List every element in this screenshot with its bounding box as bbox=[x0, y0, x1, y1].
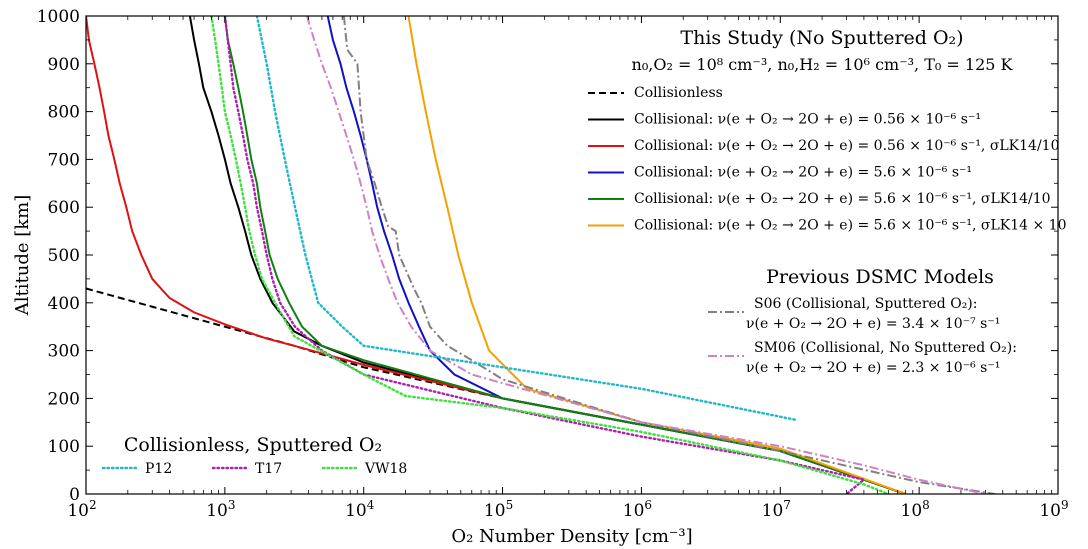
x-tick-label: 103 bbox=[206, 498, 235, 521]
legend-label-rate-s06-collisional-sputtered-o-e-o-2o-e-3-4: ν(e + O₂ → 2O + e) = 3.4 × 10⁻⁷ s⁻¹ bbox=[746, 316, 1000, 332]
legend-label-vw18: VW18 bbox=[364, 461, 407, 477]
series-line-p12 bbox=[255, 16, 798, 422]
series-line-s06-collisional-sputtered-o-e-o-2o-e-3-4 bbox=[342, 16, 995, 494]
y-tick-label: 0 bbox=[69, 485, 80, 505]
legend-this-study: This Study (No Sputtered O₂) n₀,O₂ = 10⁸… bbox=[588, 27, 1067, 234]
series-line-t17 bbox=[223, 16, 867, 494]
legend-this-study-subtitle: n₀,O₂ = 10⁸ cm⁻³, n₀,H₂ = 10⁶ cm⁻³, T₀ =… bbox=[632, 55, 1014, 74]
y-tick-label: 300 bbox=[48, 342, 80, 362]
x-tick-label: 108 bbox=[901, 498, 930, 521]
x-tick-label: 105 bbox=[484, 498, 513, 521]
y-tick-label: 900 bbox=[48, 55, 80, 75]
series-layer bbox=[86, 16, 995, 494]
x-tick-label: 107 bbox=[762, 498, 791, 521]
x-axis-title: O₂ Number Density [cm⁻³] bbox=[451, 526, 692, 547]
x-tick-label: 102 bbox=[67, 498, 96, 521]
ticks-layer: 102 103 104 105 106 107 108 109 0 100 200 300 400 500… bbox=[37, 7, 1069, 521]
legend-label-collisional-e-o-2o-e-5-6-10-s: Collisional: ν(e + O₂ → 2O + e) = 5.6 × … bbox=[634, 165, 972, 181]
legend-previous: Previous DSMC Models S06 (Collisional, S… bbox=[708, 266, 1017, 376]
y-tick-label: 400 bbox=[48, 294, 80, 314]
legend-label-collisional-e-o-2o-e-0-56-10-s-lk14-10: Collisional: ν(e + O₂ → 2O + e) = 0.56 ×… bbox=[634, 138, 1060, 154]
x-tick-label: 106 bbox=[623, 498, 652, 521]
legend-sputtered-title: Collisionless, Sputtered O₂ bbox=[124, 434, 382, 456]
y-tick-label: 200 bbox=[48, 389, 80, 409]
legend-sputtered: Collisionless, Sputtered O₂ P12 T17 VW18 bbox=[101, 434, 407, 477]
legend-label-collisional-e-o-2o-e-5-6-10-s-lk14-10: Collisional: ν(e + O₂ → 2O + e) = 5.6 × … bbox=[634, 191, 1051, 207]
legend-previous-entries: S06 (Collisional, Sputtered O₂): ν(e + O₂… bbox=[708, 296, 1017, 376]
series-line-collisional-e-o-2o-e-5-6-10-s-lk14-10 bbox=[223, 16, 907, 494]
y-tick-label: 600 bbox=[48, 198, 80, 218]
legend-this-study-entries: Collisionless Collisional: ν(e + O₂ → 2O … bbox=[588, 85, 1067, 234]
series-line-collisional-e-o-2o-e-0-56-10-s bbox=[188, 16, 907, 494]
legend-label-sm06-collisional-no-sputtered-o-e-o-2o-e: SM06 (Collisional, No Sputtered O₂): bbox=[754, 340, 1017, 356]
y-tick-label: 500 bbox=[48, 246, 80, 266]
series-line-vw18 bbox=[210, 16, 890, 494]
legend-previous-title: Previous DSMC Models bbox=[766, 266, 994, 288]
y-tick-label: 1000 bbox=[37, 7, 80, 27]
y-axis-title: Altitude [km] bbox=[12, 195, 33, 317]
series-line-collisional-e-o-2o-e-5-6-10-s-lk14-10 bbox=[407, 16, 907, 494]
legend-label-rate-sm06-collisional-no-sputtered-o-e-o-2o-e: ν(e + O₂ → 2O + e) = 2.3 × 10⁻⁶ s⁻¹ bbox=[746, 360, 1000, 376]
legend-this-study-title: This Study (No Sputtered O₂) bbox=[680, 27, 963, 49]
y-tick-label: 800 bbox=[48, 103, 80, 123]
legend-label-s06-collisional-sputtered-o-e-o-2o-e-3-4: S06 (Collisional, Sputtered O₂): bbox=[754, 296, 978, 312]
series-line-collisionless bbox=[86, 287, 907, 494]
legend-sputtered-entries: P12 T17 VW18 bbox=[101, 461, 407, 477]
legend-label-collisionless: Collisionless bbox=[634, 85, 723, 101]
legend-label-p12: P12 bbox=[145, 461, 172, 477]
y-tick-label: 100 bbox=[48, 437, 80, 457]
series-line-collisional-e-o-2o-e-0-56-10-s-lk14-10 bbox=[86, 16, 907, 494]
legend-label-collisional-e-o-2o-e-5-6-10-s-lk14-10: Collisional: ν(e + O₂ → 2O + e) = 5.6 × … bbox=[634, 218, 1067, 234]
legend-label-collisional-e-o-2o-e-0-56-10-s: Collisional: ν(e + O₂ → 2O + e) = 0.56 ×… bbox=[634, 112, 981, 128]
series-line-collisional-e-o-2o-e-5-6-10-s bbox=[326, 16, 907, 494]
y-tick-label: 700 bbox=[48, 150, 80, 170]
x-tick-label: 104 bbox=[345, 498, 375, 521]
x-tick-label: 109 bbox=[1039, 498, 1068, 521]
legend-label-t17: T17 bbox=[255, 461, 282, 477]
